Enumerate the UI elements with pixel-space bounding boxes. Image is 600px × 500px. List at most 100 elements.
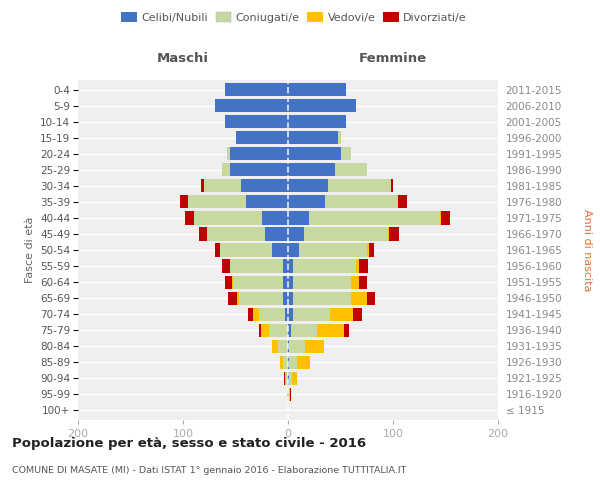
Bar <box>220 244 272 256</box>
Bar <box>239 292 283 304</box>
Text: Femmine: Femmine <box>359 52 427 65</box>
Bar <box>338 131 341 144</box>
Bar <box>286 372 288 385</box>
Bar <box>259 308 285 320</box>
Bar <box>288 276 293 288</box>
Bar <box>265 228 288 240</box>
Bar <box>283 260 288 272</box>
Bar <box>284 372 285 385</box>
Bar <box>359 276 367 288</box>
Bar <box>317 324 344 337</box>
Bar <box>328 180 391 192</box>
Bar <box>388 228 389 240</box>
Bar <box>288 83 346 96</box>
Bar <box>215 244 220 256</box>
Bar <box>288 99 356 112</box>
Bar <box>262 212 288 224</box>
Bar <box>288 356 289 369</box>
Bar <box>288 244 299 256</box>
Bar <box>222 163 230 176</box>
Text: Maschi: Maschi <box>157 52 209 65</box>
Bar <box>341 147 351 160</box>
Bar <box>259 324 260 337</box>
Bar <box>228 292 236 304</box>
Bar <box>288 372 289 385</box>
Bar <box>369 244 374 256</box>
Bar <box>227 147 230 160</box>
Bar <box>272 340 277 353</box>
Bar <box>288 163 335 176</box>
Bar <box>440 212 442 224</box>
Bar <box>292 372 298 385</box>
Bar <box>225 276 232 288</box>
Bar <box>293 260 356 272</box>
Legend: Celibi/Nubili, Coniugati/e, Vedovi/e, Divorziati/e: Celibi/Nubili, Coniugati/e, Vedovi/e, Di… <box>117 8 471 28</box>
Bar <box>288 115 346 128</box>
Bar <box>248 308 253 320</box>
Bar <box>225 83 288 96</box>
Bar <box>344 324 349 337</box>
Y-axis label: Anni di nascita: Anni di nascita <box>582 208 592 291</box>
Bar <box>230 147 288 160</box>
Bar <box>359 260 368 272</box>
Bar <box>330 308 353 320</box>
Bar <box>180 196 188 208</box>
Bar <box>288 260 293 272</box>
Bar <box>277 340 288 353</box>
Bar <box>201 180 204 192</box>
Bar <box>199 228 207 240</box>
Bar <box>235 131 288 144</box>
Bar <box>280 356 283 369</box>
Bar <box>288 324 291 337</box>
Bar <box>215 99 288 112</box>
Bar <box>288 228 304 240</box>
Text: Popolazione per età, sesso e stato civile - 2016: Popolazione per età, sesso e stato civil… <box>12 438 366 450</box>
Bar <box>351 292 367 304</box>
Bar <box>335 163 367 176</box>
Bar <box>269 324 288 337</box>
Bar <box>288 340 289 353</box>
Bar <box>288 292 293 304</box>
Bar <box>289 340 305 353</box>
Bar <box>304 228 388 240</box>
Bar <box>241 180 288 192</box>
Text: COMUNE DI MASATE (MI) - Dati ISTAT 1° gennaio 2016 - Elaborazione TUTTITALIA.IT: COMUNE DI MASATE (MI) - Dati ISTAT 1° ge… <box>12 466 406 475</box>
Bar <box>222 260 230 272</box>
Bar <box>283 276 288 288</box>
Bar <box>285 308 288 320</box>
Bar <box>288 131 338 144</box>
Bar <box>188 196 246 208</box>
Bar <box>285 372 286 385</box>
Bar <box>236 292 239 304</box>
Bar <box>288 196 325 208</box>
Bar <box>289 372 292 385</box>
Bar <box>353 308 361 320</box>
Bar <box>288 180 328 192</box>
Bar <box>230 163 288 176</box>
Bar <box>290 388 291 401</box>
Bar <box>293 292 351 304</box>
Bar <box>289 356 298 369</box>
Bar <box>288 147 341 160</box>
Bar <box>193 212 262 224</box>
Bar <box>287 388 288 401</box>
Bar <box>246 196 288 208</box>
Bar <box>283 292 288 304</box>
Bar <box>288 388 289 401</box>
Bar <box>293 276 351 288</box>
Y-axis label: Fasce di età: Fasce di età <box>25 217 35 283</box>
Bar <box>233 276 283 288</box>
Bar <box>204 180 241 192</box>
Bar <box>288 308 293 320</box>
Bar <box>398 196 407 208</box>
Bar <box>389 228 400 240</box>
Bar <box>309 212 440 224</box>
Bar <box>305 340 324 353</box>
Bar <box>442 212 450 224</box>
Bar <box>288 212 309 224</box>
Bar <box>272 244 288 256</box>
Bar <box>299 244 367 256</box>
Bar <box>253 308 259 320</box>
Bar <box>298 356 310 369</box>
Bar <box>207 228 265 240</box>
